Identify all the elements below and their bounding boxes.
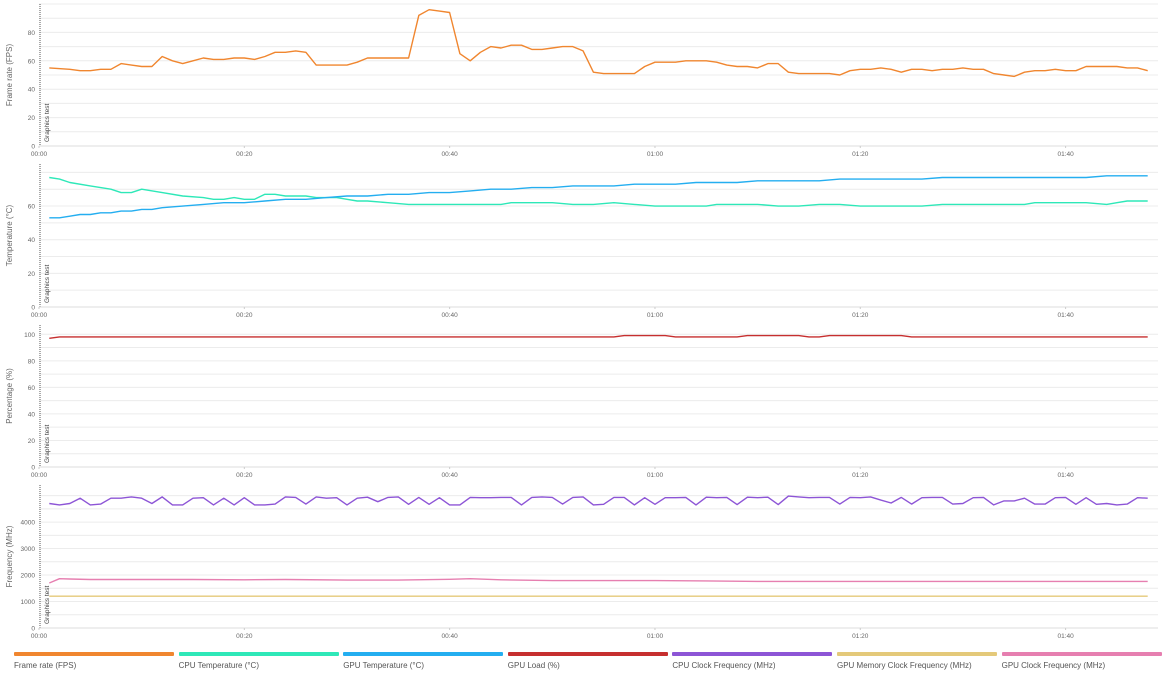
x-tick-label: 00:00 [31, 472, 48, 479]
legend-swatch [672, 652, 833, 656]
x-tick-label: 00:20 [236, 633, 253, 640]
legend-item[interactable]: CPU Clock Frequency (MHz) [672, 652, 833, 678]
graphics-test-marker: Graphics test [44, 265, 51, 303]
legend-swatch [14, 652, 174, 656]
legend-swatch [1001, 652, 1162, 656]
y-tick-label: 80 [28, 30, 36, 37]
series-line [49, 495, 1148, 506]
x-tick-label: 01:40 [1057, 312, 1074, 319]
y-axis-label: Frequency (MHz) [5, 525, 14, 587]
legend-item[interactable]: GPU Memory Clock Frequency (MHz) [837, 652, 997, 678]
legend-label: GPU Temperature (°C) [343, 661, 425, 670]
graphics-test-marker: Graphics test [44, 586, 51, 624]
legend-label: CPU Clock Frequency (MHz) [672, 661, 776, 670]
x-tick-label: 00:40 [442, 633, 459, 640]
x-tick-label: 01:00 [647, 151, 664, 158]
x-tick-label: 01:00 [647, 633, 664, 640]
legend-label: GPU Clock Frequency (MHz) [1001, 661, 1106, 670]
legend-swatch [507, 652, 668, 656]
graphics-test-marker: Graphics test [44, 104, 51, 142]
x-tick-label: 01:20 [852, 151, 869, 158]
y-tick-label: 0 [31, 465, 35, 472]
series-line [49, 176, 1148, 207]
y-axis-label: Percentage (%) [5, 368, 14, 424]
y-axis-label: Frame rate (FPS) [5, 44, 14, 107]
y-axis-label: Temperature (°C) [5, 204, 14, 266]
x-tick-label: 00:40 [442, 472, 459, 479]
legend-swatch [343, 652, 504, 656]
legend-item[interactable]: CPU Temperature (°C) [178, 652, 339, 678]
x-tick-label: 00:20 [236, 151, 253, 158]
series-line [49, 175, 1148, 219]
legend-label: Frame rate (FPS) [14, 661, 77, 670]
y-tick-label: 1000 [21, 599, 36, 606]
y-tick-label: 40 [28, 237, 36, 244]
x-tick-label: 01:40 [1057, 633, 1074, 640]
x-tick-label: 01:20 [852, 633, 869, 640]
x-tick-label: 00:40 [442, 312, 459, 319]
y-tick-label: 0 [31, 626, 35, 633]
y-tick-label: 40 [28, 87, 36, 94]
x-tick-label: 00:20 [236, 472, 253, 479]
legend-label: GPU Load (%) [507, 661, 560, 670]
x-tick-label: 01:20 [852, 472, 869, 479]
legend-item[interactable]: GPU Load (%) [507, 652, 668, 678]
x-tick-label: 00:00 [31, 312, 48, 319]
legend-label: GPU Memory Clock Frequency (MHz) [837, 661, 972, 670]
y-tick-label: 60 [28, 58, 36, 65]
x-tick-label: 01:40 [1057, 151, 1074, 158]
y-tick-label: 0 [31, 144, 35, 151]
legend-swatch [837, 652, 997, 656]
y-tick-label: 3000 [21, 546, 36, 553]
y-tick-label: 40 [28, 411, 36, 418]
graphics-test-marker: Graphics test [44, 425, 51, 463]
x-tick-label: 00:20 [236, 312, 253, 319]
x-tick-label: 01:40 [1057, 472, 1074, 479]
y-tick-label: 20 [28, 271, 36, 278]
x-tick-label: 00:00 [31, 151, 48, 158]
y-tick-label: 100 [24, 332, 35, 339]
y-tick-label: 20 [28, 115, 36, 122]
x-tick-label: 01:00 [647, 312, 664, 319]
x-tick-label: 00:00 [31, 633, 48, 640]
legend-label: CPU Temperature (°C) [178, 661, 259, 670]
legend-item[interactable]: GPU Temperature (°C) [343, 652, 504, 678]
legend-item[interactable]: Frame rate (FPS) [14, 652, 174, 678]
x-tick-label: 00:40 [442, 151, 459, 158]
x-tick-label: 01:00 [647, 472, 664, 479]
y-tick-label: 20 [28, 438, 36, 445]
legend-item[interactable]: GPU Clock Frequency (MHz) [1001, 652, 1162, 678]
y-tick-label: 2000 [21, 573, 36, 580]
chart-legend: Frame rate (FPS) CPU Temperature (°C) GPU … [0, 652, 1169, 678]
y-tick-label: 60 [28, 385, 36, 392]
y-tick-label: 0 [31, 305, 35, 312]
series-line [49, 334, 1148, 339]
y-tick-label: 60 [28, 204, 36, 211]
y-tick-label: 4000 [21, 520, 36, 527]
y-tick-label: 80 [28, 358, 36, 365]
x-tick-label: 01:20 [852, 312, 869, 319]
series-line [49, 578, 1148, 584]
series-line [49, 8, 1148, 78]
legend-swatch [178, 652, 339, 656]
